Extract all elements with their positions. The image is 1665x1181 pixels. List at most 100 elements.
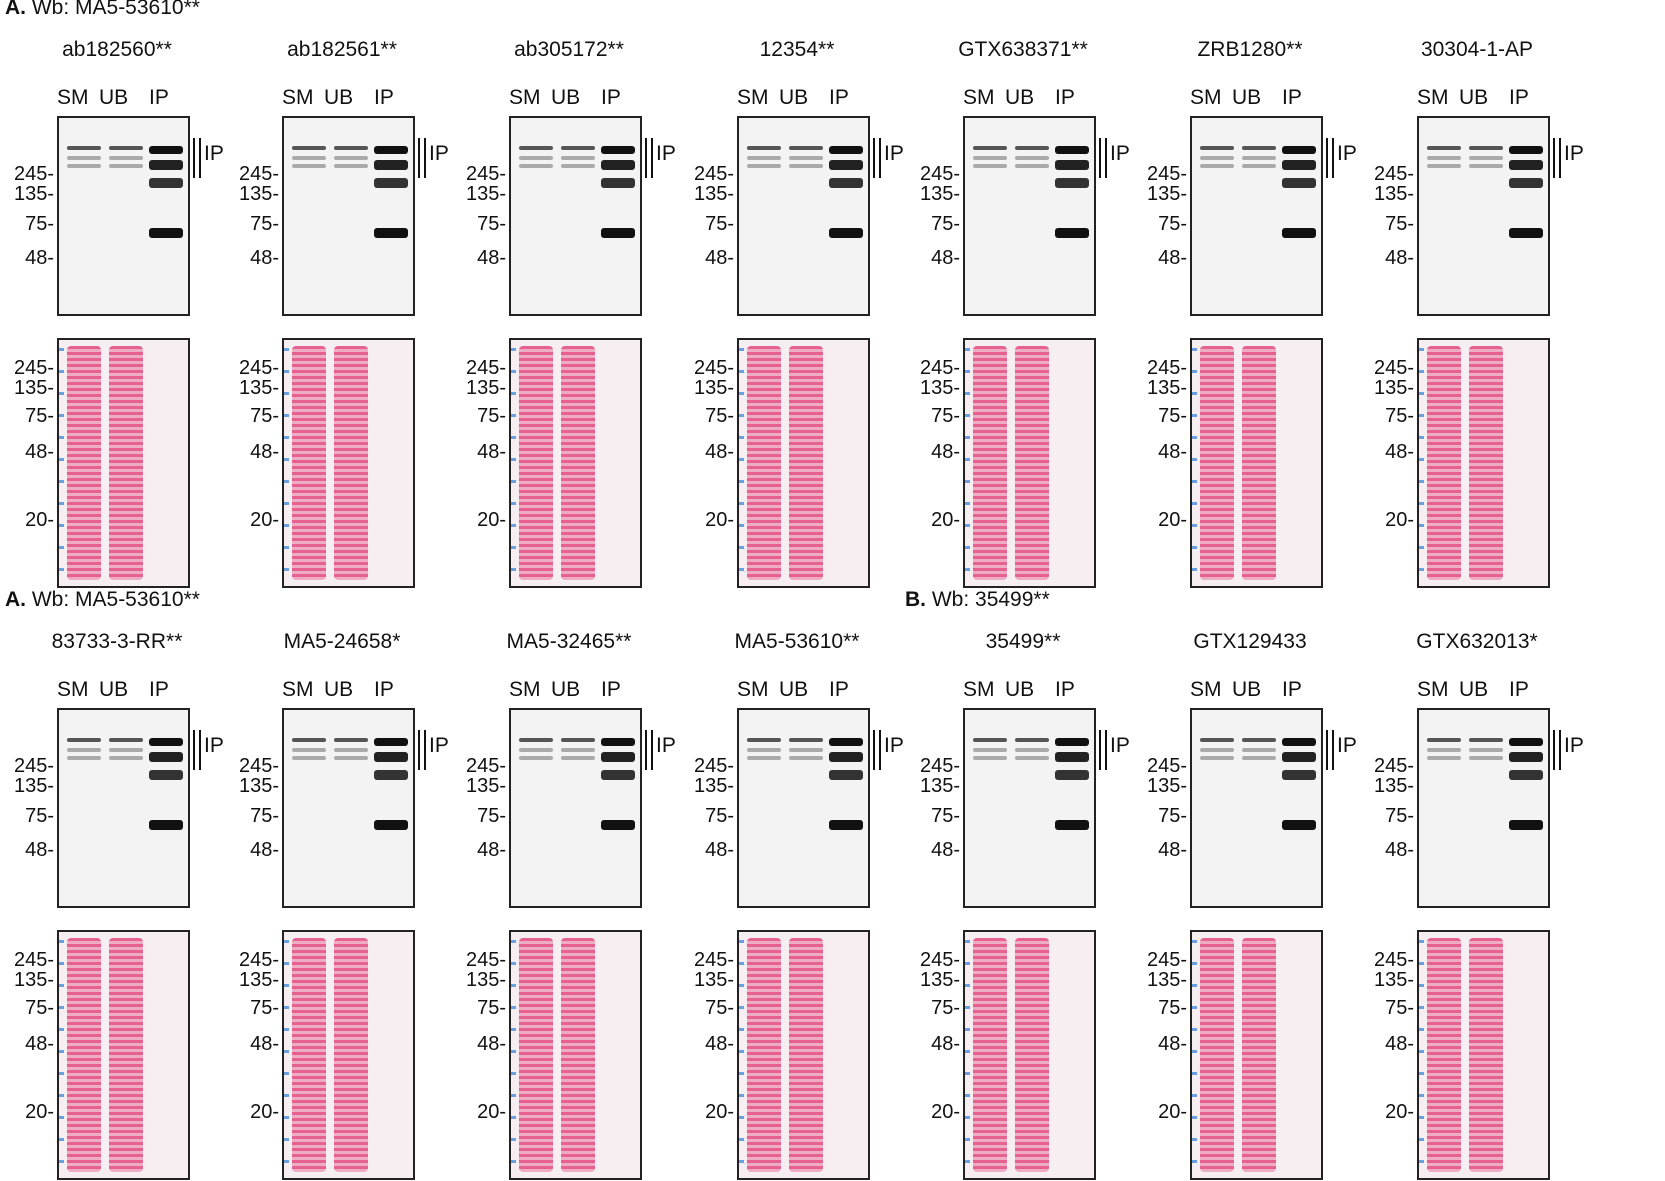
ip-bracket-label: IP [429, 734, 449, 757]
blot-band [789, 748, 823, 752]
mw-marker: 48- [1385, 1033, 1414, 1055]
ip-band [829, 820, 863, 830]
mw-marker: 75- [477, 213, 506, 235]
ponceau-stain-image [1417, 338, 1550, 588]
antibody-title: ab182561** [287, 38, 397, 61]
blot-band [561, 756, 595, 760]
blot-band [109, 748, 143, 752]
blot-band [1427, 146, 1461, 150]
lane-label: UB [779, 678, 809, 701]
mw-marker: 135- [1373, 969, 1414, 991]
mw-marker: 20- [931, 1101, 960, 1123]
ponceau-lane [1427, 346, 1461, 580]
blot-band [67, 748, 101, 752]
blot-band [109, 738, 143, 742]
lane-label: SM [1190, 678, 1222, 701]
mw-marker: 48- [931, 247, 960, 269]
ponceau-lane [1015, 346, 1049, 580]
ip-band [1055, 770, 1089, 780]
antibody-title: ab305172** [514, 38, 624, 61]
western-blot-image [1417, 116, 1550, 316]
lane-label: UB [551, 678, 581, 701]
blot-band [1469, 146, 1503, 150]
protein-ladder [284, 348, 289, 578]
antibody-title: MA5-32465** [506, 630, 632, 653]
blot-panel: ab182560** SM UB IP 245- 135- 75- 48- IP 245- 135-… [2, 38, 232, 588]
ponceau-stain-image [737, 338, 870, 588]
mw-marker: 20- [477, 1101, 506, 1123]
ip-band [1509, 738, 1543, 746]
mw-marker: 245- [1373, 357, 1414, 379]
blot-band [519, 748, 553, 752]
ip-bracket-label: IP [656, 142, 676, 165]
blot-band [1015, 164, 1049, 168]
ip-band [149, 178, 183, 188]
mw-marker: 135- [13, 775, 54, 797]
mw-marker: 48- [250, 441, 279, 463]
ip-band [1282, 820, 1316, 830]
lane-label: SM [1417, 86, 1449, 109]
lane-label: IP [374, 678, 394, 701]
western-blot-image [509, 116, 642, 316]
western-blot-image [737, 708, 870, 908]
ponceau-stain-image [282, 338, 415, 588]
ponceau-stain-image [509, 930, 642, 1180]
protein-ladder [59, 348, 64, 578]
blot-band [561, 164, 595, 168]
lane-label: UB [1005, 678, 1035, 701]
ip-band [374, 738, 408, 746]
lane-label: IP [1282, 678, 1302, 701]
blot-band [292, 748, 326, 752]
blot-band [747, 748, 781, 752]
protein-ladder [1419, 940, 1424, 1170]
blot-panel: ZRB1280** SM UB IP 245- 135- 75- 48- IP 245- 135- 7… [1135, 38, 1365, 588]
lane-label: SM [1417, 678, 1449, 701]
blot-band [67, 156, 101, 160]
mw-marker: 75- [705, 405, 734, 427]
blot-panel: 83733-3-RR** SM UB IP 245- 135- 75- 48- IP 245- 13… [2, 630, 232, 1180]
mw-marker: 20- [1158, 1101, 1187, 1123]
blot-band [292, 146, 326, 150]
protein-ladder [1192, 348, 1197, 578]
ponceau-stain-image [1190, 338, 1323, 588]
mw-marker: 75- [1158, 213, 1187, 235]
mw-marker: 48- [25, 247, 54, 269]
mw-marker: 48- [1158, 441, 1187, 463]
mw-marker: 48- [477, 441, 506, 463]
blot-band [67, 164, 101, 168]
ponceau-lane [519, 346, 553, 580]
ponceau-lane [292, 346, 326, 580]
mw-marker: 245- [919, 163, 960, 185]
lane-label: SM [963, 678, 995, 701]
mw-marker: 75- [25, 805, 54, 827]
lane-label: UB [779, 86, 809, 109]
blot-band [1469, 164, 1503, 168]
ip-band [1509, 228, 1543, 238]
ip-band [829, 228, 863, 238]
antibody-title: GTX632013* [1416, 630, 1538, 653]
western-blot-image [509, 708, 642, 908]
mw-marker: 75- [1158, 997, 1187, 1019]
blot-band [292, 756, 326, 760]
ip-band [374, 146, 408, 154]
blot-band [519, 156, 553, 160]
ponceau-lane [334, 938, 368, 1172]
blot-band [1242, 164, 1276, 168]
blot-band [519, 738, 553, 742]
lane-label: UB [99, 678, 129, 701]
mw-marker: 245- [465, 357, 506, 379]
blot-band [973, 146, 1007, 150]
lane-label: IP [374, 86, 394, 109]
ip-band [1282, 228, 1316, 238]
ponceau-stain-image [1417, 930, 1550, 1180]
ip-band [1282, 178, 1316, 188]
ponceau-lane [109, 938, 143, 1172]
ip-band [829, 160, 863, 170]
antibody-title: GTX638371** [958, 38, 1088, 61]
ponceau-lane [1242, 346, 1276, 580]
mw-marker: 75- [477, 805, 506, 827]
mw-marker: 245- [1146, 949, 1187, 971]
lane-label: SM [509, 678, 541, 701]
blot-band [292, 164, 326, 168]
ip-band [1055, 752, 1089, 762]
